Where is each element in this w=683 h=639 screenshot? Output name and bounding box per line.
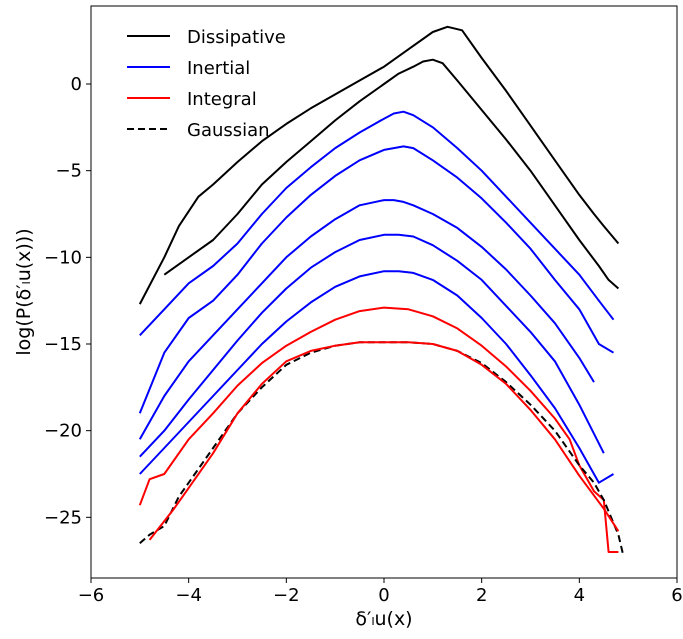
y-tick-label: 0 (71, 74, 82, 95)
x-tick-label: 2 (476, 585, 487, 606)
y-axis-ticks: 0 −5 −10 −15 −20 −25 (44, 74, 91, 528)
series-layer (138, 25, 625, 556)
y-tick-label: −20 (44, 421, 82, 442)
series-line-inertial (139, 233, 605, 458)
y-tick-label: −25 (44, 507, 82, 528)
legend-label-integral: Integral (187, 89, 257, 110)
y-tick-label: −5 (55, 161, 82, 182)
x-axis-label: δ′ₗu(x) (355, 608, 412, 630)
y-tick-label: −10 (44, 247, 82, 268)
legend: Dissipative Inertial Integral Gaussian (127, 27, 286, 141)
series-line-dissipative (138, 25, 620, 305)
series-line-integral (148, 341, 620, 541)
series-line-inertial (138, 145, 615, 414)
legend-label-dissipative: Dissipative (187, 27, 286, 48)
series-line-inertial (139, 270, 615, 484)
y-tick-label: −15 (44, 334, 82, 355)
series-line-gaussian (139, 341, 625, 556)
x-tick-label: 6 (671, 585, 682, 606)
x-tick-label: 4 (574, 585, 585, 606)
y-axis-label: log(P(δ′ₗu(x))) (13, 228, 35, 355)
x-tick-label: −4 (175, 585, 202, 606)
x-tick-label: 0 (378, 585, 389, 606)
series-line-inertial (139, 110, 615, 336)
series-line-integral (138, 306, 619, 553)
legend-label-inertial: Inertial (187, 58, 250, 79)
series-line-inertial (138, 199, 595, 440)
series-line-dissipative (163, 58, 620, 290)
x-tick-label: −6 (78, 585, 105, 606)
x-tick-label: −2 (273, 585, 300, 606)
legend-label-gaussian: Gaussian (187, 120, 270, 141)
x-axis-ticks: −6 −4 −2 0 2 4 6 (78, 578, 683, 606)
plot-frame (90, 5, 678, 579)
